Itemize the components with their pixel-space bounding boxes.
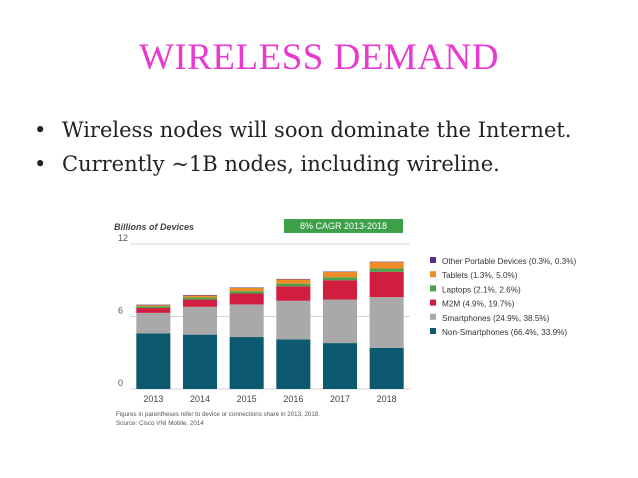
- bar-segment: [322, 299, 358, 344]
- legend-swatch: [430, 328, 436, 334]
- bar-segment: [182, 299, 218, 307]
- cagr-badge: 8% CAGR 2013-2018: [284, 219, 403, 233]
- legend-label: Tablets (1.3%, 5.0%): [442, 271, 518, 280]
- bar-segment: [229, 291, 264, 294]
- x-tick-label: 2013: [143, 394, 163, 404]
- footnote: Source: Cisco VNI Mobile, 2014: [116, 420, 204, 427]
- bullet-list: • Wireless nodes will soon dominate the …: [34, 116, 624, 184]
- legend-swatch: [430, 271, 436, 278]
- legend-label: Non-Smartphones (66.4%, 33.9%): [442, 328, 567, 337]
- bar-segment: [322, 277, 358, 281]
- bullet-item: • Wireless nodes will soon dominate the …: [34, 116, 624, 145]
- legend-swatch: [430, 313, 436, 320]
- bar-segment: [369, 347, 404, 389]
- legend-swatch: [430, 257, 436, 263]
- bar-segment: [369, 261, 404, 263]
- bar-segment: [229, 287, 264, 288]
- bar-segment: [182, 297, 218, 300]
- bar-segment: [276, 300, 311, 340]
- bar-segment: [136, 312, 171, 334]
- bar-segment: [229, 304, 264, 338]
- bar-segment: [322, 271, 358, 273]
- bar-segment: [369, 268, 404, 272]
- bar-segment: [229, 293, 264, 305]
- x-tick-label: 2015: [237, 394, 257, 404]
- x-tick-label: 2016: [283, 394, 303, 404]
- bar-segment: [276, 286, 311, 301]
- bullet-glyph: •: [34, 118, 47, 142]
- bar-segment: [276, 339, 311, 389]
- x-tick-label: 2014: [190, 394, 210, 404]
- y-tick-label: 6: [118, 306, 123, 316]
- device-chart: Billions of Devices 0 6 12 2013 2014 2015 2016 2…: [114, 222, 577, 427]
- bar-segment: [369, 262, 404, 269]
- bar-segment: [136, 304, 171, 306]
- slide-title: WIRELESS DEMAND: [138, 37, 499, 78]
- y-axis-title: Billions of Devices: [114, 222, 194, 232]
- footnote: Figures in parentheses refer to device o…: [116, 411, 320, 418]
- y-tick-label: 12: [118, 233, 128, 243]
- bar-segment: [322, 343, 358, 389]
- bullet-glyph: •: [34, 152, 47, 176]
- legend-swatch: [430, 285, 436, 292]
- bar-segment: [369, 271, 404, 298]
- bar-segment: [136, 306, 171, 309]
- y-tick-label: 0: [118, 378, 123, 388]
- bar-segment: [136, 333, 171, 389]
- legend-label: Smartphones (24.9%, 38.5%): [442, 314, 550, 323]
- bullet-text: Wireless nodes will soon dominate the In…: [62, 118, 572, 142]
- bar-segment: [182, 334, 218, 389]
- bar-segment: [369, 297, 404, 348]
- bar-segment: [136, 305, 171, 307]
- bar-segment: [182, 294, 218, 296]
- legend-label: Laptops (2.1%, 2.6%): [442, 285, 521, 294]
- bar-segment: [182, 306, 218, 335]
- bar-segment: [229, 337, 264, 389]
- x-tick-label: 2017: [330, 394, 350, 404]
- x-tick-label: 2018: [377, 394, 397, 404]
- bar-segment: [229, 287, 264, 292]
- bar-segment: [322, 280, 358, 300]
- legend-swatch: [430, 299, 436, 306]
- bar-segment: [276, 278, 311, 280]
- bar-segment: [322, 272, 358, 278]
- legend-label: Other Portable Devices (0.3%, 0.3%): [442, 257, 577, 266]
- bullet-item: • Currently ~1B nodes, including wirelin…: [34, 150, 624, 179]
- bar-segment: [276, 279, 311, 284]
- bar-segment: [276, 283, 311, 287]
- legend-label: M2M (4.9%, 19.7%): [442, 300, 515, 309]
- bar-segment: [182, 295, 218, 298]
- bullet-text: Currently ~1B nodes, including wireline.: [62, 152, 500, 176]
- bar-segment: [136, 308, 171, 313]
